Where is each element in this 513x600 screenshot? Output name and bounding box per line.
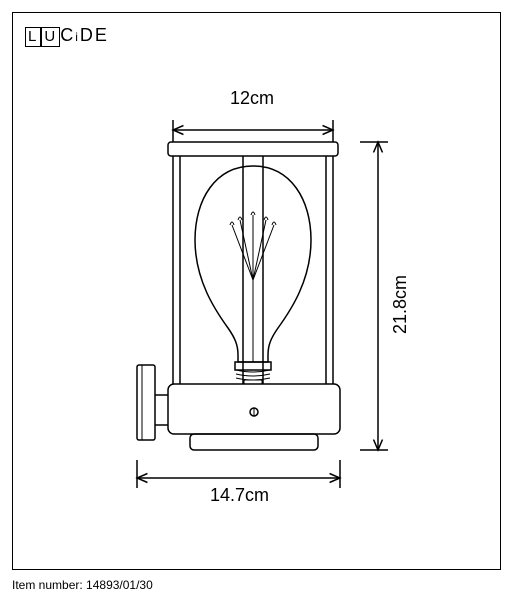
dim-bottom-label: 14.7cm <box>210 485 269 506</box>
dim-right-label: 21.8cm <box>390 275 411 334</box>
page: LUCiDE <box>0 0 513 600</box>
item-number: Item number: 14893/01/30 <box>12 578 153 592</box>
brand-logo: LUCiDE <box>25 25 109 47</box>
product-diagram: 12cm 21.8cm 14.7cm <box>60 80 460 550</box>
item-number-value: 14893/01/30 <box>86 578 153 592</box>
dim-top-label: 12cm <box>230 88 274 109</box>
item-number-label: Item number: <box>12 578 83 592</box>
